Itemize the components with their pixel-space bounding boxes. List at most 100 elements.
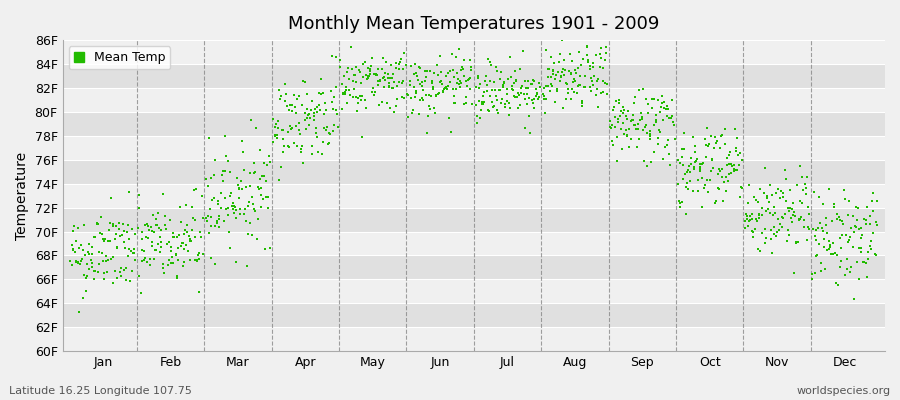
Point: [630, 120, 644, 127]
Point: [667, 121, 681, 128]
Point: [391, 96, 405, 102]
Point: [154, 227, 168, 233]
Point: [823, 244, 837, 250]
Point: [410, 73, 424, 80]
Point: [774, 188, 788, 194]
Point: [508, 68, 522, 75]
Point: [105, 223, 120, 230]
Point: [149, 222, 164, 228]
Point: [580, 56, 595, 63]
Point: [207, 222, 221, 229]
Point: [583, 63, 598, 69]
Point: [745, 211, 760, 217]
Point: [866, 230, 880, 236]
Point: [488, 87, 502, 94]
Point: [235, 186, 249, 192]
Point: [112, 269, 127, 275]
Point: [78, 274, 93, 281]
Point: [489, 64, 503, 70]
Point: [96, 236, 111, 242]
Point: [382, 84, 396, 90]
Point: [475, 92, 490, 99]
Point: [691, 188, 706, 194]
Point: [740, 212, 754, 219]
Point: [610, 134, 625, 140]
Point: [113, 264, 128, 271]
Point: [476, 101, 491, 108]
Point: [487, 103, 501, 109]
Point: [66, 247, 80, 254]
Point: [117, 239, 131, 245]
Point: [557, 72, 572, 78]
Point: [643, 136, 657, 142]
Point: [679, 184, 693, 190]
Point: [536, 92, 551, 99]
Point: [74, 242, 88, 248]
Point: [420, 113, 435, 119]
Point: [72, 244, 86, 251]
Point: [823, 237, 837, 244]
Point: [77, 252, 92, 258]
Point: [820, 247, 834, 254]
Point: [212, 216, 227, 222]
Point: [310, 104, 324, 110]
Point: [428, 70, 442, 76]
Point: [457, 57, 472, 64]
Point: [712, 186, 726, 192]
Point: [616, 110, 631, 116]
Point: [730, 135, 744, 141]
Point: [349, 79, 364, 85]
Point: [183, 238, 197, 245]
Point: [451, 75, 465, 82]
Point: [427, 105, 441, 112]
Point: [285, 125, 300, 131]
Point: [566, 89, 580, 95]
Point: [679, 170, 693, 177]
Point: [141, 227, 156, 234]
Point: [323, 87, 338, 94]
Point: [592, 50, 607, 57]
Point: [824, 251, 838, 258]
Bar: [62, 208, 885, 232]
Point: [257, 160, 272, 167]
Point: [336, 90, 350, 96]
Point: [433, 52, 447, 59]
Point: [480, 88, 494, 94]
Y-axis label: Temperature: Temperature: [15, 152, 29, 240]
Point: [79, 273, 94, 279]
Point: [781, 208, 796, 214]
Point: [162, 256, 176, 263]
Point: [395, 94, 410, 100]
Point: [305, 97, 320, 104]
Point: [624, 118, 638, 124]
Point: [869, 198, 884, 204]
Point: [818, 222, 832, 228]
Point: [548, 98, 562, 105]
Point: [491, 110, 505, 116]
Point: [192, 252, 206, 258]
Point: [164, 248, 178, 254]
Point: [362, 73, 376, 79]
Point: [377, 74, 392, 80]
Point: [385, 75, 400, 81]
Point: [495, 96, 509, 102]
Point: [849, 224, 863, 230]
Point: [460, 83, 474, 90]
Point: [672, 204, 687, 210]
Point: [437, 86, 452, 92]
Point: [839, 232, 853, 238]
Point: [320, 141, 335, 147]
Point: [665, 113, 680, 120]
Point: [699, 177, 714, 183]
Point: [347, 72, 362, 78]
Point: [93, 230, 107, 237]
Point: [216, 178, 230, 184]
Point: [290, 143, 304, 150]
Point: [224, 190, 238, 197]
Point: [832, 282, 846, 288]
Point: [844, 225, 859, 231]
Point: [632, 136, 646, 143]
Point: [438, 73, 453, 79]
Point: [809, 236, 824, 243]
Point: [522, 113, 536, 120]
